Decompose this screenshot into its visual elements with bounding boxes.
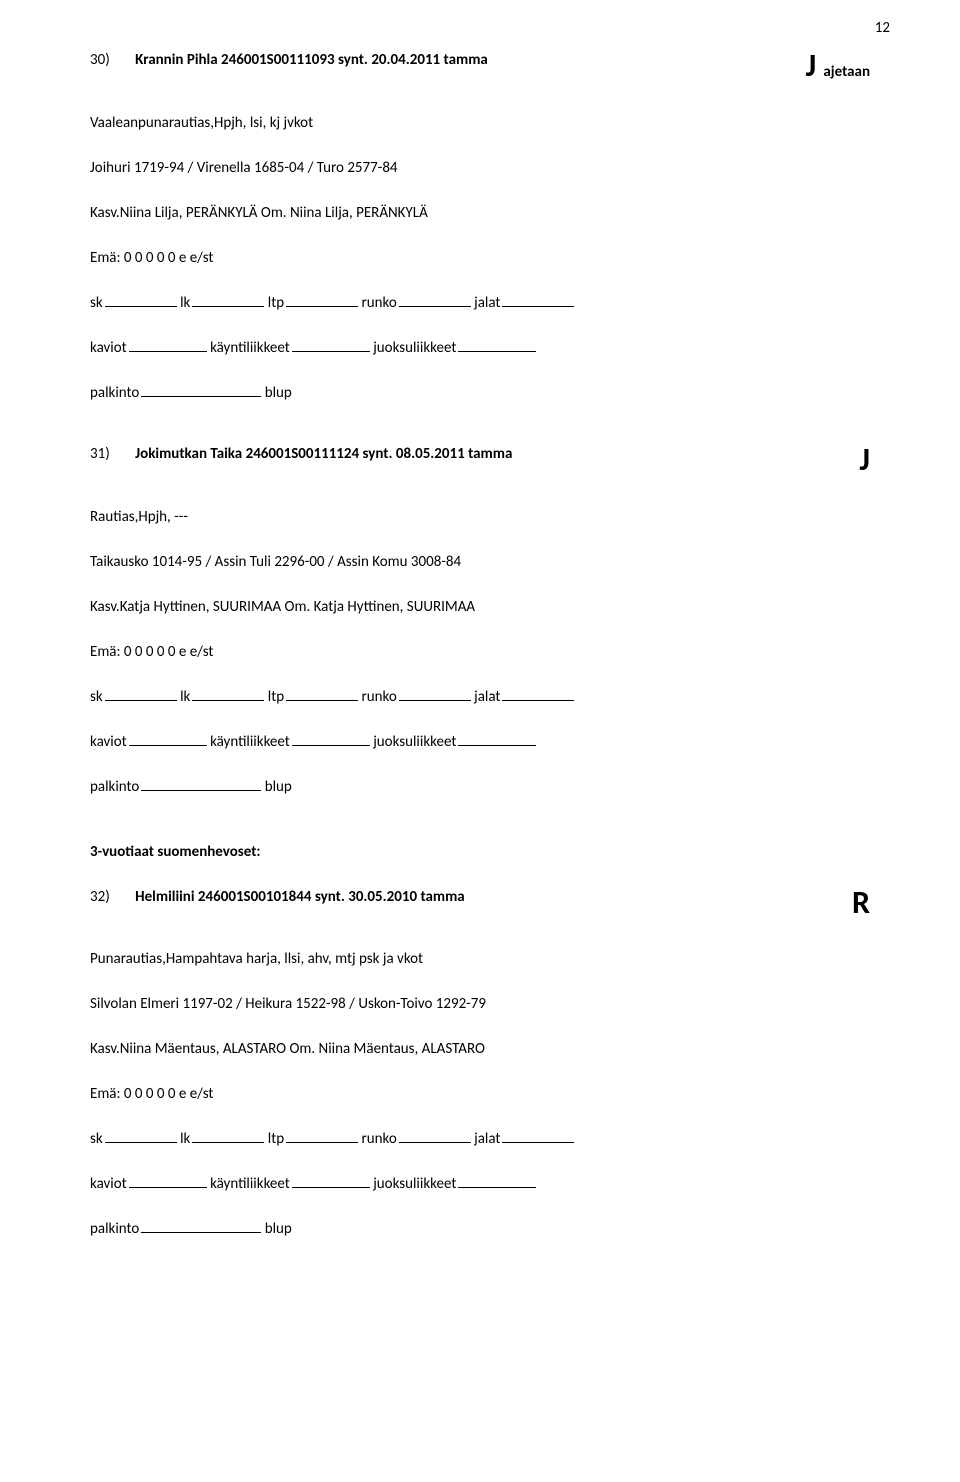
form-line-3: palkinto blup — [90, 383, 870, 404]
entry-kasv: Kasv.Katja Hyttinen, SUURIMAA Om. Katja … — [90, 597, 870, 618]
entry-name: Helmiliini 246001S00101844 synt. 30.05.2… — [135, 888, 465, 906]
entry-letter: R — [852, 881, 870, 926]
entry-letter: J — [859, 438, 870, 483]
entry-number: 32) — [90, 887, 110, 908]
entry-desc: Vaaleanpunarautias,Hpjh, lsi, kj jvkot — [90, 113, 870, 134]
entry-heading: 31) Jokimutkan Taika 246001S00111124 syn… — [90, 444, 870, 483]
page-number: 12 — [875, 18, 890, 39]
entry-kasv: Kasv.Niina Lilja, PERÄNKYLÄ Om. Niina Li… — [90, 203, 870, 224]
entry-name: Krannin Pihla 246001S00111093 synt. 20.0… — [135, 51, 488, 69]
entry-ema: Emä: 0 0 0 0 0 e e/st — [90, 642, 870, 663]
entry-kasv: Kasv.Niina Mäentaus, ALASTARO Om. Niina … — [90, 1039, 870, 1060]
entry-desc: Rautias,Hpjh, --- — [90, 507, 870, 528]
form-line-2: kaviot käyntiliikkeet juoksuliikkeet — [90, 732, 870, 753]
entry-number: 30) — [90, 50, 110, 71]
entry-lineage: Joihuri 1719-94 / Virenella 1685-04 / Tu… — [90, 158, 870, 179]
entry-number: 31) — [90, 444, 110, 465]
form-line-1: sk lk ltp runko jalat — [90, 687, 870, 708]
entry-ema: Emä: 0 0 0 0 0 e e/st — [90, 1084, 870, 1105]
form-line-1: sk lk ltp runko jalat — [90, 293, 870, 314]
entry-lineage: Silvolan Elmeri 1197-02 / Heikura 1522-9… — [90, 994, 870, 1015]
entry-heading: 32) Helmiliini 246001S00101844 synt. 30.… — [90, 887, 870, 926]
form-line-2: kaviot käyntiliikkeet juoksuliikkeet — [90, 338, 870, 359]
entry-ema: Emä: 0 0 0 0 0 e e/st — [90, 248, 870, 269]
form-line-3: palkinto blup — [90, 777, 870, 798]
entry-heading: 30) Krannin Pihla 246001S00111093 synt. … — [90, 50, 870, 89]
entry-lineage: Taikausko 1014-95 / Assin Tuli 2296-00 /… — [90, 552, 870, 573]
section-subheading: 3-vuotiaat suomenhevoset: — [90, 842, 870, 863]
entry-letter: J ajetaan — [806, 44, 870, 89]
entry-desc: Punarautias,Hampahtava harja, llsi, ahv,… — [90, 949, 870, 970]
entry-name: Jokimutkan Taika 246001S00111124 synt. 0… — [135, 445, 512, 463]
form-line-2: kaviot käyntiliikkeet juoksuliikkeet — [90, 1174, 870, 1195]
form-line-1: sk lk ltp runko jalat — [90, 1129, 870, 1150]
form-line-3: palkinto blup — [90, 1219, 870, 1240]
